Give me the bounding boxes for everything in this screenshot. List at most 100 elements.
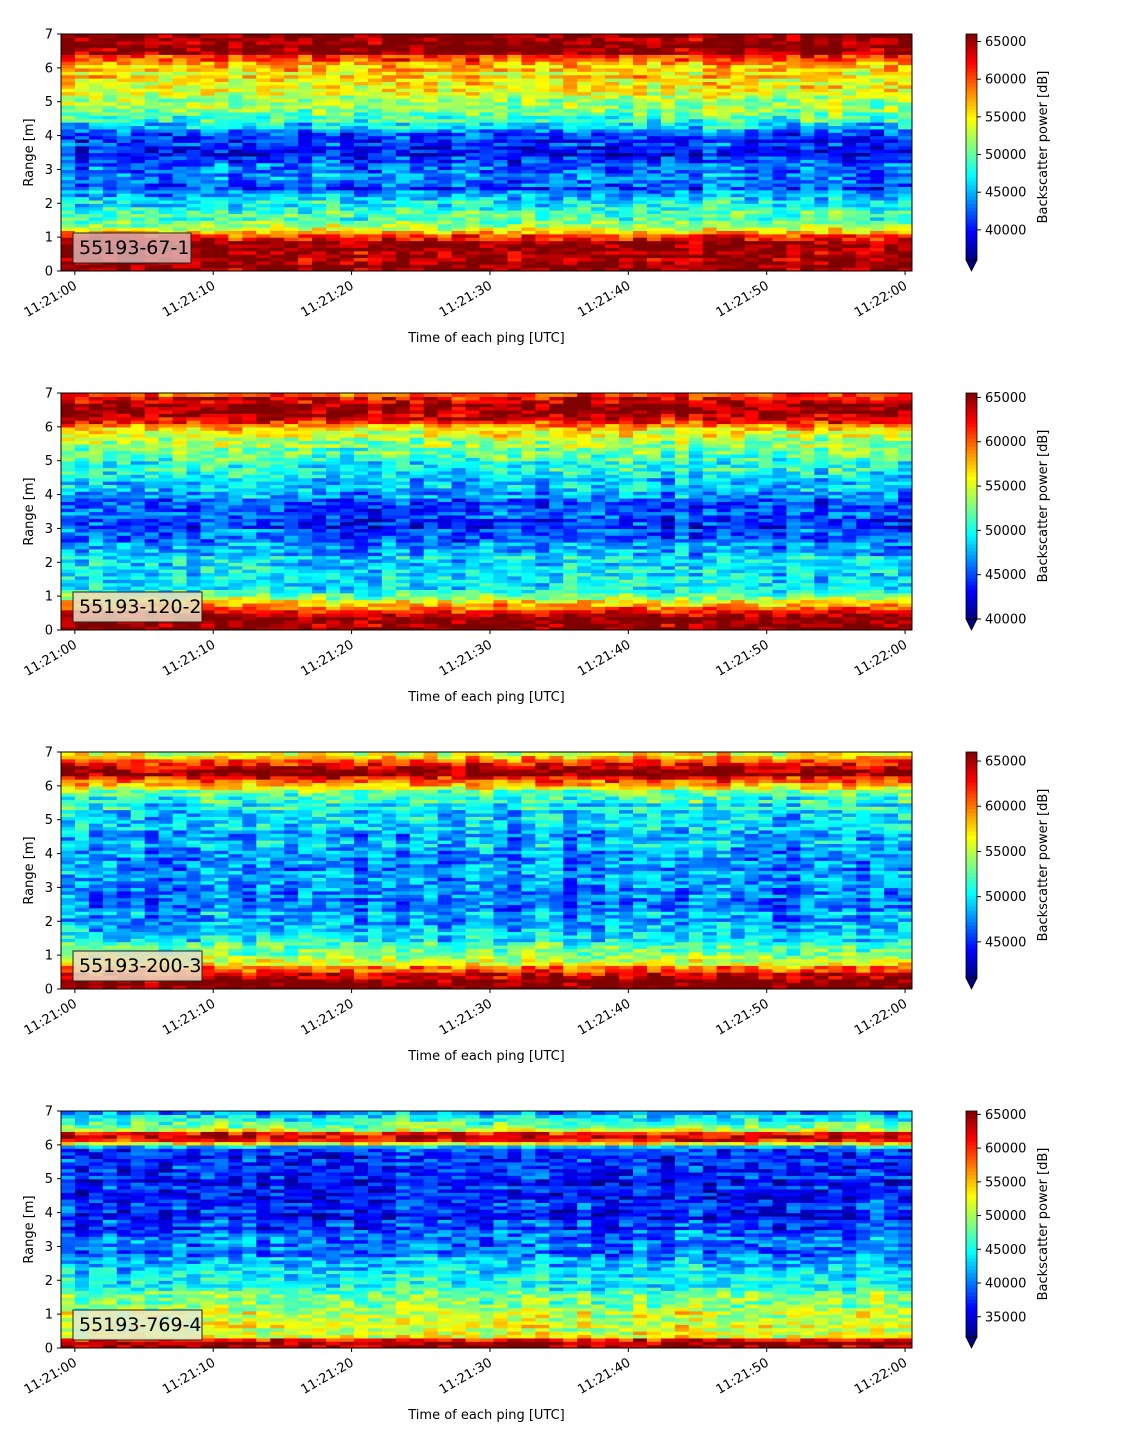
heatmap-cell <box>186 94 202 99</box>
heatmap-cell <box>158 541 174 546</box>
heatmap-cell <box>479 88 495 93</box>
heatmap-cell <box>409 159 425 164</box>
heatmap-cell <box>270 122 285 127</box>
heatmap-cell <box>563 223 578 228</box>
heatmap-cell <box>507 243 522 248</box>
heatmap-cell <box>451 50 467 55</box>
heatmap-cell <box>800 108 815 113</box>
heatmap-cell <box>88 213 104 218</box>
heatmap-cell <box>353 172 369 177</box>
heatmap-cell <box>158 230 174 235</box>
heatmap-cell <box>744 203 760 208</box>
heatmap-cell <box>716 81 732 86</box>
heatmap-cell <box>632 203 648 208</box>
heatmap-cell <box>74 78 90 82</box>
heatmap-cell <box>409 172 425 177</box>
heatmap-cell <box>493 203 509 208</box>
heatmap-cell <box>674 78 690 82</box>
heatmap-cell <box>451 162 467 167</box>
heatmap-cell <box>535 186 550 191</box>
heatmap-cell <box>172 135 188 140</box>
heatmap-cell <box>521 71 536 76</box>
heatmap-cell <box>74 501 90 506</box>
heatmap-cell <box>312 152 327 157</box>
heatmap-cell <box>814 162 829 167</box>
heatmap-cell <box>116 264 132 269</box>
heatmap-cell <box>507 108 522 113</box>
heatmap-cell <box>116 196 132 201</box>
heatmap-cell <box>786 125 801 130</box>
heatmap-cell <box>144 54 160 59</box>
heatmap-cell <box>744 125 760 130</box>
heatmap-cell <box>898 98 912 103</box>
heatmap-cell <box>88 176 104 181</box>
heatmap-cell <box>758 254 774 259</box>
heatmap-cell <box>716 40 732 45</box>
heatmap-cell <box>256 240 271 245</box>
heatmap-cell <box>828 152 843 157</box>
heatmap-cell <box>619 125 634 130</box>
heatmap-cell <box>451 196 467 201</box>
heatmap-cell <box>116 61 132 66</box>
heatmap-cell <box>814 172 829 177</box>
heatmap-cell <box>102 34 118 38</box>
heatmap-cell <box>270 138 285 143</box>
heatmap-cell <box>74 497 90 502</box>
heatmap-cell <box>102 54 118 59</box>
heatmap-cell <box>744 57 760 62</box>
heatmap-cell <box>619 57 634 62</box>
heatmap-cell <box>200 220 216 225</box>
heatmap-cell <box>744 230 760 235</box>
heatmap-cell <box>605 189 620 194</box>
heatmap-cell <box>381 138 397 143</box>
heatmap-cell <box>284 98 299 103</box>
heatmap-cell <box>242 91 257 96</box>
heatmap-cell <box>465 118 481 123</box>
heatmap-cell <box>521 226 536 231</box>
heatmap-cell <box>535 206 550 211</box>
heatmap-cell <box>632 142 648 147</box>
heatmap-cell <box>898 254 912 259</box>
heatmap-cell <box>716 226 732 231</box>
heatmap-cell <box>660 81 676 86</box>
heatmap-cell <box>102 541 118 546</box>
heatmap-cell <box>102 267 118 271</box>
colorbar-segment <box>966 222 977 227</box>
heatmap-cell <box>674 210 690 215</box>
heatmap-cell <box>395 162 411 167</box>
heatmap-cell <box>884 128 899 133</box>
heatmap-cell <box>744 149 760 154</box>
heatmap-cell <box>88 125 104 130</box>
heatmap-cell <box>507 247 522 252</box>
heatmap-cell <box>353 213 369 218</box>
heatmap-cell <box>256 152 271 157</box>
heatmap-cell <box>61 440 76 445</box>
heatmap-cell <box>744 199 760 204</box>
heatmap-cell <box>312 81 327 86</box>
heatmap-cell <box>200 142 216 147</box>
heatmap-cell <box>507 176 522 181</box>
heatmap-cell <box>186 145 202 150</box>
heatmap-cell <box>702 220 718 225</box>
heatmap-cell <box>744 101 760 106</box>
heatmap-cell <box>884 243 899 248</box>
heatmap-cell <box>88 623 104 628</box>
heatmap-cell <box>172 108 188 113</box>
heatmap-cell <box>632 152 648 157</box>
heatmap-cell <box>702 152 718 157</box>
sample-label: 55193-67-1 <box>79 237 189 259</box>
heatmap-cell <box>800 155 815 160</box>
heatmap-cell <box>549 226 564 231</box>
heatmap-cell <box>88 88 104 93</box>
heatmap-cell <box>898 210 912 215</box>
heatmap-cell <box>74 565 90 570</box>
heatmap-cell <box>74 521 90 526</box>
heatmap-cell <box>549 162 564 167</box>
heatmap-cell <box>591 169 606 174</box>
heatmap-cell <box>856 108 871 113</box>
heatmap-cell <box>577 193 592 198</box>
heatmap-cell <box>758 132 774 137</box>
heatmap-cell <box>870 40 885 45</box>
heatmap-cell <box>326 152 341 157</box>
